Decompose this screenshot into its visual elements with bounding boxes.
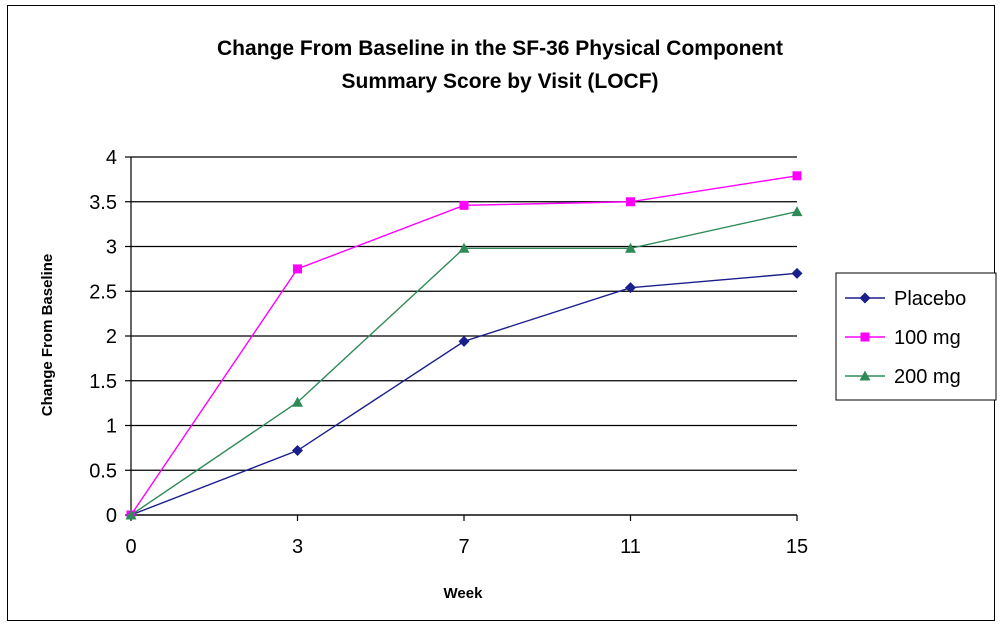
data-point: [458, 335, 470, 347]
series-line: [130, 210, 798, 516]
chart-title-line-2: Summary Score by Visit (LOCF): [341, 69, 659, 93]
x-tick-label: 3: [292, 536, 303, 558]
x-tick-label: 11: [620, 536, 641, 558]
y-tick-label: 0: [106, 505, 117, 527]
legend-item: Placebo: [845, 288, 966, 310]
y-tick-label: 3.5: [89, 192, 117, 214]
y-axis-title: Change From Baseline: [39, 254, 56, 417]
y-tick-label: 2.5: [89, 281, 117, 303]
data-point: [458, 242, 470, 253]
data-series: [125, 171, 803, 521]
legend-item: 200 mg: [845, 366, 961, 388]
y-tick-label: 1.5: [89, 371, 117, 393]
y-tick-labels: 0 0.5 1 1.5 2 2.5 3 3.5 4: [89, 147, 117, 527]
legend-label: 100 mg: [894, 327, 961, 349]
axes: [130, 157, 798, 521]
y-tick-label: 2: [106, 326, 117, 348]
data-point: [792, 171, 802, 181]
legend-marker: [860, 332, 870, 342]
data-point: [292, 396, 303, 407]
y-tick-label: 1: [106, 416, 117, 438]
legend-marker: [859, 370, 871, 381]
chart-title-line-1: Change From Baseline in the SF-36 Physic…: [217, 37, 783, 60]
chart-title: Change From Baseline in the SF-36 Physic…: [0, 33, 1000, 98]
y-tick-label: 0.5: [89, 460, 117, 482]
x-tick-labels: 0 3 7 11 15: [125, 536, 808, 558]
data-point: [626, 197, 635, 207]
chart-frame: [7, 5, 995, 621]
series-line: [130, 272, 798, 516]
x-tick-label: 0: [125, 536, 136, 558]
x-tick-label: 7: [458, 536, 469, 558]
series-placebo: [125, 267, 803, 521]
data-point: [292, 445, 303, 457]
data-point: [791, 267, 803, 279]
x-axis-title: Week: [444, 585, 484, 602]
x-tick-label: 15: [786, 536, 808, 558]
legend-item: 100 mg: [845, 327, 961, 349]
data-point: [625, 282, 636, 294]
legend-marker: [859, 292, 871, 304]
data-point: [293, 264, 302, 274]
data-point: [459, 200, 469, 210]
legend-label: 200 mg: [894, 366, 961, 388]
gridlines: [125, 156, 797, 516]
data-point: [125, 509, 137, 520]
data-point: [625, 242, 636, 253]
series-200-mg: [125, 206, 803, 520]
legend: Placebo 100 mg 200 mg: [835, 272, 997, 401]
y-tick-label: 3: [106, 237, 117, 259]
data-point: [791, 206, 803, 217]
y-tick-label: 4: [106, 147, 117, 169]
legend-label: Placebo: [894, 288, 966, 310]
